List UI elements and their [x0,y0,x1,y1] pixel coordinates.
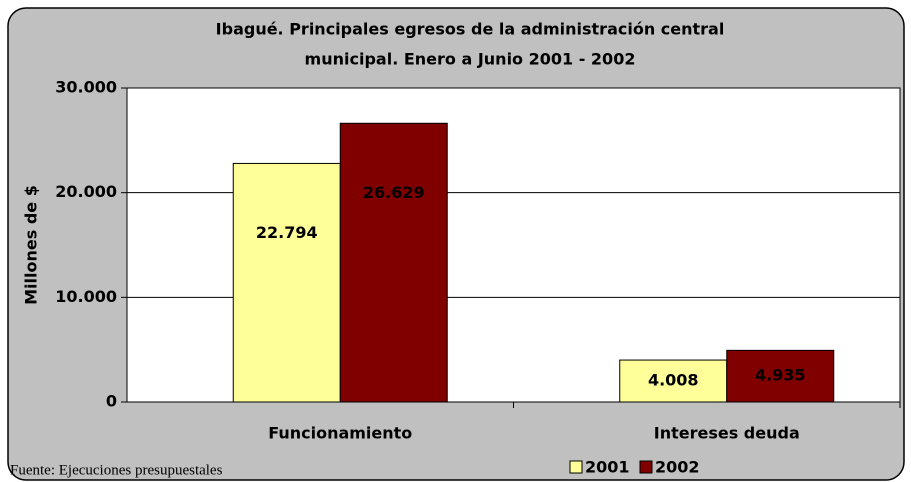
legend-label: 2001 [585,458,630,477]
y-tick-label: 20.000 [55,182,117,201]
bar [232,162,341,403]
bar [619,359,728,403]
data-label: 4.935 [755,366,806,385]
legend-label: 2002 [655,458,700,477]
legend-swatch [639,460,653,474]
chart-title: municipal. Enero a Junio 2001 - 2002 [305,50,636,69]
bar [726,349,835,403]
x-tick-label: Funcionamiento [268,424,412,443]
bar [339,122,448,403]
x-tick-label: Intereses deuda [654,424,800,443]
y-tick-label: 0 [106,392,117,411]
data-label: 22.794 [256,223,318,242]
data-label: 26.629 [363,183,425,202]
source-note: Fuente: Ejecuciones presupuestales [10,462,223,478]
data-label: 4.008 [648,371,699,390]
y-tick-label: 30.000 [55,78,117,97]
legend-swatch [569,460,583,474]
y-tick-label: 10.000 [55,287,117,306]
y-axis-label: Millones de $ [22,185,41,305]
chart-title: Ibagué. Principales egresos de la admini… [216,20,725,39]
